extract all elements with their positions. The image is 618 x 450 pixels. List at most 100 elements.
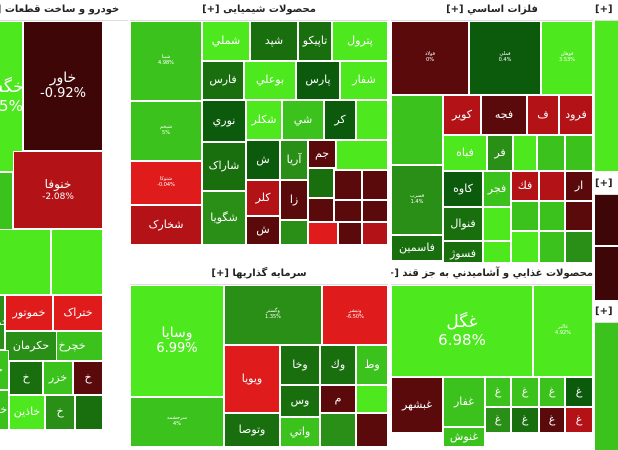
stock-tile[interactable] — [338, 222, 362, 245]
stock-tile[interactable] — [539, 171, 565, 201]
sector-title[interactable]: سرمایه گذاریها [+] — [130, 264, 388, 285]
stock-tile[interactable]: خ — [9, 361, 43, 395]
sector-title[interactable]: محصولات غذايي و آشاميدني به جز قند [+] — [391, 264, 593, 285]
stock-tile[interactable] — [537, 135, 565, 171]
stock-tile[interactable]: كوير — [443, 95, 481, 135]
stock-tile[interactable]: کلر — [246, 180, 280, 216]
stock-tile[interactable]: سرجشمه 4% — [130, 397, 224, 447]
stock-tile[interactable]: ش — [246, 216, 280, 245]
stock-tile[interactable]: فوهان 3.53% — [541, 21, 593, 95]
stock-tile[interactable]: خمحرکه — [0, 295, 5, 350]
stock-tile[interactable]: خاذین — [9, 395, 45, 430]
stock-tile[interactable]: غ — [539, 377, 565, 407]
stock-tile[interactable] — [565, 201, 593, 231]
stock-tile[interactable]: فنوال — [443, 207, 483, 241]
stock-tile[interactable]: شاراک — [202, 142, 246, 191]
stock-tile[interactable]: غ — [539, 407, 565, 433]
stock-tile[interactable] — [51, 229, 103, 295]
stock-tile[interactable] — [336, 140, 388, 170]
stock-tile[interactable] — [308, 168, 334, 198]
stock-tile[interactable] — [356, 385, 388, 413]
stock-tile[interactable] — [334, 170, 362, 200]
stock-tile[interactable] — [539, 201, 565, 231]
stock-tile[interactable]: شیخم 5% — [130, 101, 202, 161]
stock-tile[interactable] — [483, 207, 511, 241]
stock-tile[interactable]: فاسمين — [391, 235, 443, 261]
stock-tile[interactable]: شملي — [202, 21, 250, 61]
stock-tile[interactable]: وگستر 1.35% — [224, 285, 322, 345]
stock-tile[interactable]: شتوکا -0.04% — [130, 161, 202, 205]
stock-tile[interactable]: جم — [308, 140, 336, 168]
stock-tile[interactable]: فجر — [483, 171, 511, 207]
sector-title[interactable]: فلزات اساسي [+] — [391, 0, 593, 21]
stock-tile[interactable] — [356, 413, 388, 447]
stock-tile[interactable] — [595, 21, 618, 171]
stock-tile[interactable]: فك — [511, 171, 539, 201]
stock-tile[interactable]: غ — [565, 377, 593, 407]
stock-tile[interactable]: شکلر — [246, 100, 282, 140]
stock-tile[interactable]: وسايا 6.99% — [130, 285, 224, 397]
stock-tile[interactable]: زا — [280, 180, 308, 220]
stock-tile[interactable]: شي — [282, 100, 324, 140]
stock-tile[interactable] — [511, 201, 539, 231]
stock-tile[interactable]: شفار — [340, 61, 388, 100]
stock-tile[interactable]: غ — [511, 377, 539, 407]
stock-tile[interactable]: فباه — [443, 135, 487, 171]
stock-tile[interactable]: ختراک — [53, 295, 103, 331]
stock-tile[interactable]: خزر — [43, 361, 73, 395]
stock-tile[interactable]: فارس — [202, 61, 244, 100]
stock-tile[interactable] — [362, 222, 388, 245]
stock-tile[interactable]: فملي 0.4% — [469, 21, 541, 95]
stock-tile[interactable]: خگستر4.45% — [0, 21, 23, 172]
stock-tile[interactable] — [75, 395, 103, 430]
stock-tile[interactable] — [0, 229, 51, 295]
stock-tile[interactable] — [483, 241, 511, 262]
stock-tile[interactable]: شپنا 4.98% — [130, 21, 202, 101]
stock-tile[interactable]: غگل 6.98% — [391, 285, 533, 377]
stock-tile[interactable]: ش — [246, 140, 280, 180]
stock-tile[interactable]: وط — [356, 345, 388, 385]
stock-tile[interactable]: غالبر 4.92% — [533, 285, 593, 377]
stock-tile[interactable]: وس — [280, 385, 320, 417]
stock-tile[interactable]: شپد — [250, 21, 298, 61]
stock-tile[interactable]: غ — [485, 377, 511, 407]
stock-tile[interactable] — [320, 413, 356, 447]
stock-tile[interactable]: وخا — [280, 345, 320, 385]
stock-tile[interactable]: غ — [565, 407, 593, 433]
stock-tile[interactable]: غفار — [443, 377, 485, 427]
sector-title-partial[interactable]: [+] — [595, 174, 618, 195]
stock-tile[interactable]: خفنر — [0, 350, 9, 390]
stock-tile[interactable] — [308, 198, 334, 222]
stock-tile[interactable] — [595, 323, 618, 450]
stock-tile[interactable]: وتيشر -6.50% — [322, 285, 388, 345]
stock-tile[interactable] — [595, 195, 618, 245]
stock-tile[interactable]: فجه — [481, 95, 527, 135]
stock-tile[interactable]: فر — [487, 135, 513, 171]
stock-tile[interactable]: خوساز — [0, 390, 9, 430]
stock-tile[interactable]: بوعلي — [244, 61, 296, 100]
stock-tile[interactable] — [511, 231, 539, 262]
stock-tile[interactable]: فسرب 1.4% — [391, 165, 443, 235]
stock-tile[interactable]: خموتور — [5, 295, 53, 331]
stock-tile[interactable] — [362, 200, 388, 222]
stock-tile[interactable]: خاور -0.92% — [23, 21, 103, 151]
stock-tile[interactable]: خ — [73, 361, 103, 395]
stock-tile[interactable]: شخارک — [130, 205, 202, 245]
stock-tile[interactable]: وتوصا — [224, 413, 280, 447]
stock-tile[interactable]: شگويا — [202, 191, 246, 245]
stock-tile[interactable] — [565, 231, 593, 262]
stock-tile[interactable]: ار — [565, 171, 593, 201]
sector-title[interactable]: خودرو و ساخت قطعات [+] — [0, 0, 128, 21]
sector-title-partial[interactable]: [+] — [595, 302, 618, 323]
stock-tile[interactable]: خنوفا -2.08% — [13, 151, 103, 229]
stock-tile[interactable]: خ — [45, 395, 75, 430]
stock-tile[interactable]: ف — [527, 95, 559, 135]
stock-tile[interactable]: فسوژ — [443, 241, 483, 262]
stock-tile[interactable] — [334, 200, 362, 222]
stock-tile[interactable] — [391, 95, 443, 165]
stock-tile[interactable]: غ — [485, 407, 511, 433]
stock-tile[interactable] — [595, 246, 618, 300]
stock-tile[interactable]: تاپیکو — [298, 21, 332, 61]
stock-tile[interactable]: آریا — [280, 140, 308, 180]
sector-title-partial[interactable]: [+] — [595, 0, 618, 21]
